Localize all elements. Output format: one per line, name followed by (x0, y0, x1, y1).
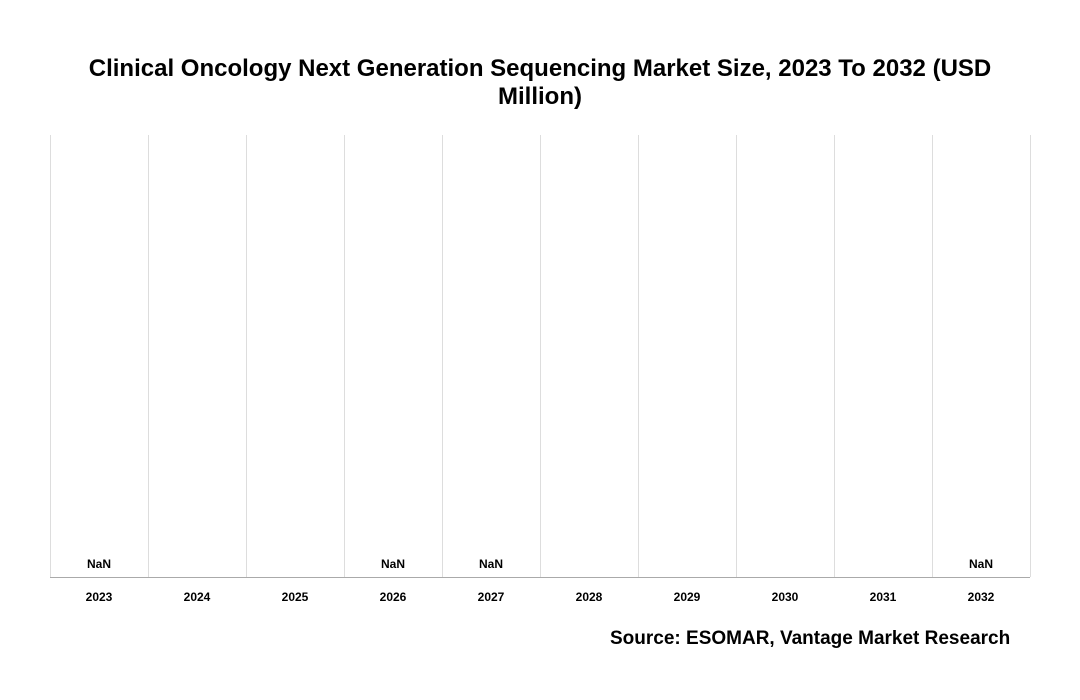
x-tick-label: 2029 (674, 590, 701, 604)
x-tick-label: 2032 (968, 590, 995, 604)
source-attribution: Source: ESOMAR, Vantage Market Research (610, 628, 1010, 650)
gridline (638, 135, 639, 577)
x-tick-label: 2023 (86, 590, 113, 604)
gridline (1030, 135, 1031, 577)
chart-title: Clinical Oncology Next Generation Sequen… (50, 55, 1030, 111)
x-tick-label: 2028 (576, 590, 603, 604)
gridline (932, 135, 933, 577)
plot-area (50, 135, 1030, 578)
gridline (442, 135, 443, 577)
gridline (50, 135, 51, 577)
value-label: NaN (381, 557, 405, 571)
gridline (540, 135, 541, 577)
gridline (736, 135, 737, 577)
gridline (246, 135, 247, 577)
x-tick-label: 2027 (478, 590, 505, 604)
chart-container: Clinical Oncology Next Generation Sequen… (0, 0, 1080, 700)
value-label: NaN (969, 557, 993, 571)
gridline (148, 135, 149, 577)
x-tick-label: 2030 (772, 590, 799, 604)
gridline (834, 135, 835, 577)
value-label: NaN (479, 557, 503, 571)
x-tick-label: 2025 (282, 590, 309, 604)
x-tick-label: 2024 (184, 590, 211, 604)
x-tick-label: 2026 (380, 590, 407, 604)
value-label: NaN (87, 557, 111, 571)
x-tick-label: 2031 (870, 590, 897, 604)
gridline (344, 135, 345, 577)
